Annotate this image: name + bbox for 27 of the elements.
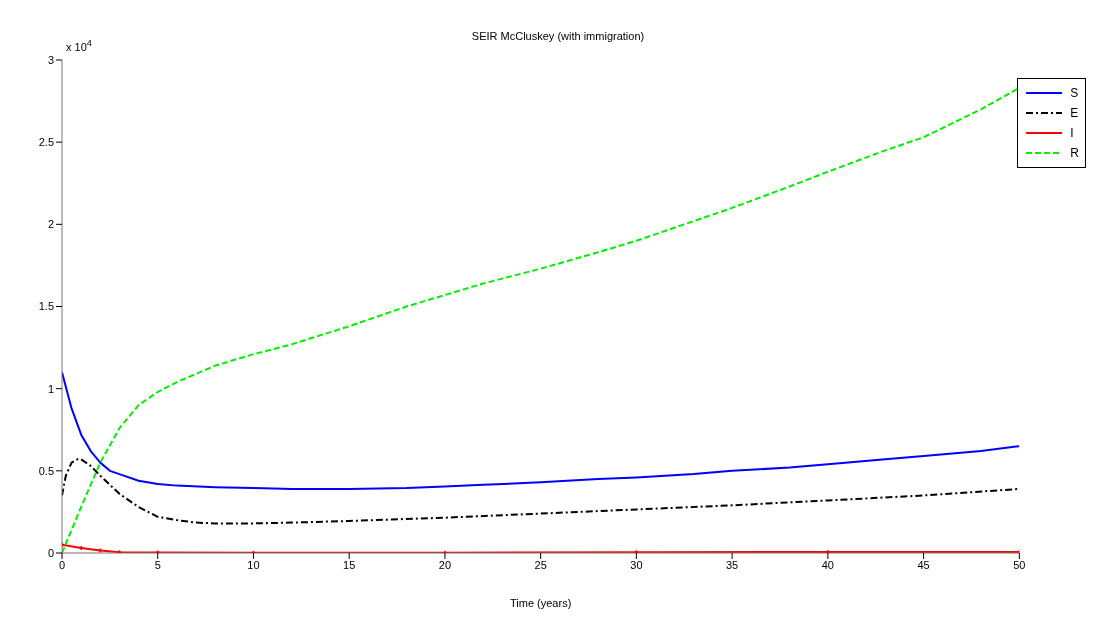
x-tick-label: 25 [534, 558, 547, 571]
y-tick-label: 2 [47, 218, 54, 231]
x-tick-label: 35 [726, 558, 739, 571]
x-tick-label: 40 [821, 558, 834, 571]
legend-label: S [1070, 86, 1079, 100]
chart-title: SEIR McCluskey (with immigration) [471, 30, 645, 42]
x-tick-label: 15 [343, 558, 356, 571]
y-tick-label: 0.5 [38, 464, 54, 477]
x-tick-label: 0 [58, 558, 66, 571]
x-tick-label: 10 [247, 558, 260, 571]
x-tick-label: 50 [1013, 558, 1026, 571]
y-tick-label: 3 [47, 53, 54, 66]
x-tick-label: 5 [154, 558, 161, 571]
y-tick-label: 1 [47, 382, 54, 395]
y-tick-label: 1.5 [38, 300, 54, 313]
text: x 10$^{4}$ [66, 38, 92, 53]
legend-label: E [1070, 106, 1079, 120]
y-tick-label: 2.5 [38, 136, 54, 149]
line-series [62, 458, 1020, 525]
legend-label: R [1070, 146, 1079, 160]
x-tick-label: 45 [917, 558, 930, 571]
line-series [62, 371, 1020, 490]
x-tick-label: 20 [438, 558, 452, 571]
y-tick-label: 0 [47, 546, 54, 559]
x-axis-title: Time (years) [510, 597, 572, 609]
x-tick-label: 30 [630, 558, 643, 571]
legend-label: I [1070, 126, 1074, 140]
